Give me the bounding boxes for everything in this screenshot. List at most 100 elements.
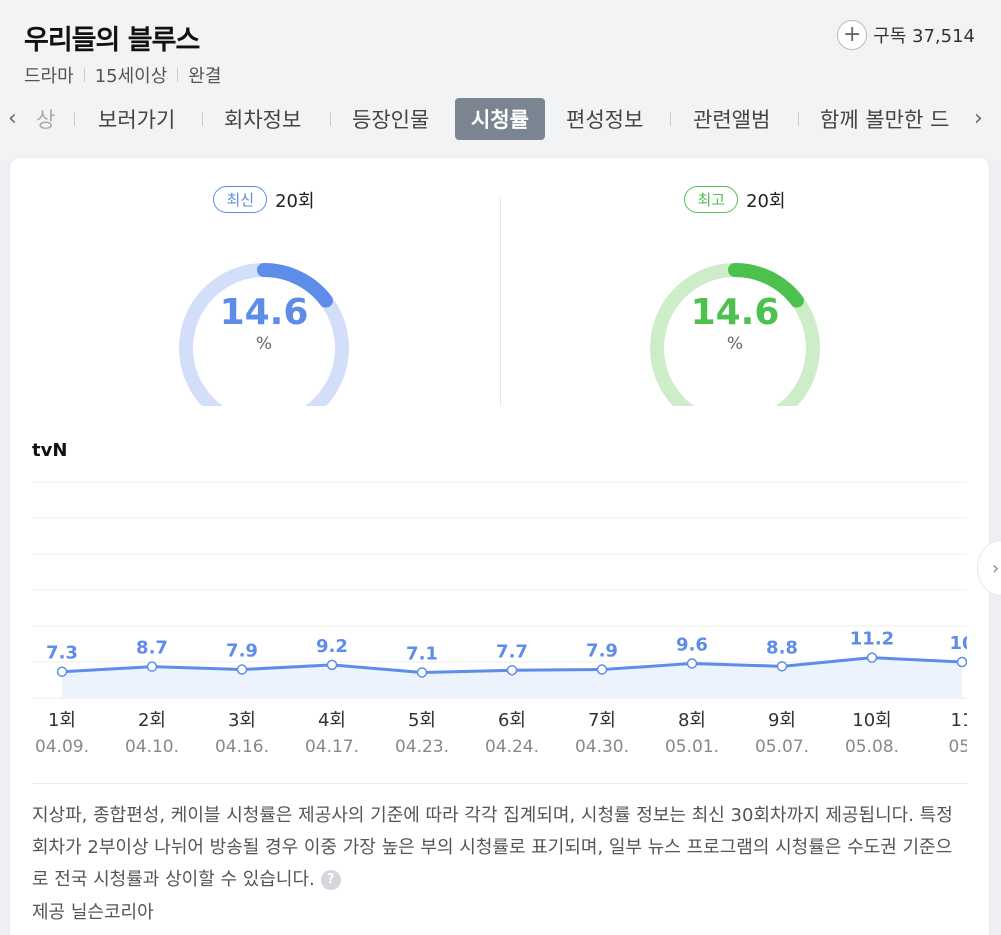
highest-rating-unit: %: [726, 334, 744, 354]
data-label: 11.2: [850, 629, 894, 650]
episode-label: 8회: [677, 710, 706, 731]
data-label: 8.7: [136, 638, 168, 659]
data-label: 7.7: [496, 641, 528, 662]
help-icon[interactable]: ?: [320, 870, 341, 890]
network-label: tvN: [32, 440, 68, 461]
gauge-divider: [500, 198, 501, 406]
chevron-left-icon[interactable]: ‹: [8, 106, 17, 131]
tab-divider: [330, 112, 331, 126]
ratings-line-chart: 7.3 8.7 7.9 9.2 7.1 7.7 7.9 9.6 8.8 11.2 10: [32, 481, 967, 699]
program-meta: 드라마 15세이상 완결: [24, 62, 221, 88]
data-label: 9.6: [676, 634, 708, 655]
chevron-right-icon: ›: [992, 557, 1000, 579]
airdate-label: 04.30.: [574, 737, 630, 757]
x-tick-label: 10회 05.08.: [837, 708, 907, 758]
x-tick-label: 7회 04.30.: [567, 708, 637, 758]
latest-rating-header: 최신 20회: [144, 186, 384, 213]
data-label: 7.3: [46, 643, 78, 664]
x-tick-label: 5회 04.23.: [387, 708, 457, 758]
latest-rating-value: 14.6: [219, 292, 309, 333]
airdate-label: 05.07.: [754, 737, 810, 757]
latest-badge: 최신: [213, 186, 268, 213]
ratings-card: 최신 20회 14.6 % 최고 20회 14.6 % tvN 7.3 8.7 7.…: [10, 158, 989, 935]
data-point[interactable]: [416, 667, 428, 678]
tab-divider: [798, 112, 799, 126]
tab-ratings[interactable]: 시청률: [455, 98, 545, 140]
airdate-label: 05.08.: [844, 737, 900, 757]
episode-label: 4회: [317, 710, 346, 731]
x-tick-label: 4회 04.17.: [297, 708, 367, 758]
episode-label: 5회: [407, 710, 436, 731]
subscribe-label: 구독 37,514: [873, 26, 975, 47]
data-label: 10: [949, 633, 967, 654]
data-point[interactable]: [596, 664, 608, 675]
tab-watch[interactable]: 보러가기: [98, 108, 176, 132]
highest-gauge-ring: [650, 263, 820, 406]
airdate-label: 04.24.: [484, 737, 540, 757]
episode-label: 3회: [227, 710, 256, 731]
notice-text: 지상파, 종합편성, 케이블 시청률은 제공사의 기준에 따라 각각 집계되며,…: [32, 805, 953, 890]
tab-schedule[interactable]: 편성정보: [566, 108, 644, 132]
x-tick-label: 1105.: [927, 708, 967, 758]
data-point[interactable]: [866, 652, 878, 663]
subscribe-button[interactable]: + 구독 37,514: [837, 20, 975, 50]
episode-label: 6회: [497, 710, 526, 731]
age-rating-label: 15세이상: [94, 66, 168, 87]
x-tick-label: 9회 05.07.: [747, 708, 817, 758]
meta-divider: [83, 68, 85, 82]
gauge-progress-arc: [257, 263, 333, 308]
highest-rating-header: 최고 20회: [615, 186, 855, 213]
airdate-label: 04.17.: [304, 737, 360, 757]
tab-divider: [670, 112, 671, 126]
program-header: 우리들의 블루스 드라마 15세이상 완결 + 구독 37,514 ‹ 상 보러…: [0, 0, 1001, 160]
data-point[interactable]: [326, 659, 338, 671]
meta-divider: [177, 68, 179, 82]
airdate-label: 05.: [948, 737, 967, 757]
data-provider: 제공 닐슨코리아: [32, 902, 154, 923]
data-label: 7.9: [226, 641, 258, 662]
highest-rating-gauge: 최고 20회 14.6 %: [615, 186, 855, 406]
data-point[interactable]: [236, 664, 248, 675]
tab-bar: ‹ 상 보러가기 회차정보 등장인물 시청률 편성정보 관련앨범 함께 볼만한 …: [0, 98, 1001, 144]
data-label: 7.1: [406, 643, 438, 664]
chevron-right-icon[interactable]: ›: [974, 106, 983, 131]
section-divider: [32, 783, 967, 784]
data-label: 7.9: [586, 641, 618, 662]
x-tick-label: 2회 04.10.: [117, 708, 187, 758]
episode-label: 10회: [852, 710, 892, 731]
episode-label: 7회: [587, 710, 616, 731]
genre-label: 드라마: [24, 66, 74, 87]
x-tick-label: 1회 04.09.: [32, 708, 97, 758]
latest-episode: 20회: [275, 190, 315, 212]
highest-episode: 20회: [746, 190, 786, 212]
tab-partial[interactable]: 상: [36, 108, 56, 132]
highest-rating-value: 14.6: [690, 292, 780, 333]
data-point[interactable]: [686, 658, 698, 669]
page-title: 우리들의 블루스: [24, 25, 200, 56]
status-label: 완결: [188, 66, 222, 87]
chart-x-axis: 1회 04.09. 2회 04.10. 3회 04.16. 4회 04.17. 5회 04.23.…: [32, 708, 967, 758]
ratings-notice: 지상파, 종합편성, 케이블 시청률은 제공사의 기준에 따라 각각 집계되며,…: [32, 800, 967, 896]
data-point[interactable]: [776, 661, 788, 672]
data-point[interactable]: [56, 666, 68, 677]
data-point[interactable]: [956, 656, 967, 668]
tab-cast[interactable]: 등장인물: [352, 108, 430, 132]
plus-icon: +: [837, 20, 868, 50]
tab-albums[interactable]: 관련앨범: [693, 108, 771, 132]
airdate-label: 05.01.: [664, 737, 720, 757]
highest-badge: 최고: [684, 186, 739, 213]
airdate-label: 04.09.: [34, 737, 90, 757]
airdate-label: 04.16.: [214, 737, 270, 757]
x-tick-label: 6회 04.24.: [477, 708, 547, 758]
tab-recommended[interactable]: 함께 볼만한 드: [820, 108, 950, 132]
gauge-progress-arc: [728, 263, 804, 308]
episode-label: 11: [950, 710, 967, 731]
episode-label: 9회: [767, 710, 796, 731]
data-point[interactable]: [146, 661, 158, 672]
data-point[interactable]: [506, 665, 518, 676]
data-label: 8.8: [766, 637, 798, 658]
tab-episodes[interactable]: 회차정보: [224, 108, 302, 132]
x-tick-label: 3회 04.16.: [207, 708, 277, 758]
episode-label: 1회: [47, 710, 76, 731]
latest-rating-unit: %: [255, 334, 273, 354]
